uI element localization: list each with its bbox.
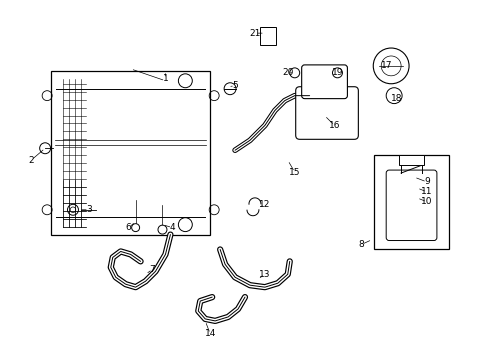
Text: 19: 19 — [331, 68, 343, 77]
FancyBboxPatch shape — [386, 170, 436, 240]
Text: 18: 18 — [390, 94, 402, 103]
Text: 3: 3 — [86, 205, 92, 214]
Text: 21: 21 — [249, 29, 260, 38]
Text: 2: 2 — [28, 156, 34, 165]
Text: 10: 10 — [420, 197, 432, 206]
Text: 4: 4 — [169, 223, 175, 232]
Bar — [373, 155, 448, 249]
Text: 8: 8 — [358, 240, 364, 249]
Text: 5: 5 — [232, 81, 238, 90]
Bar — [398, 155, 423, 165]
Circle shape — [332, 68, 342, 78]
Circle shape — [289, 68, 299, 78]
Text: 1: 1 — [162, 74, 168, 83]
Text: 7: 7 — [149, 265, 155, 274]
FancyBboxPatch shape — [301, 65, 346, 99]
Circle shape — [158, 225, 166, 234]
FancyBboxPatch shape — [295, 87, 358, 139]
Text: 16: 16 — [328, 121, 340, 130]
Text: 14: 14 — [204, 329, 215, 338]
Circle shape — [131, 224, 139, 231]
Text: 13: 13 — [259, 270, 270, 279]
Text: 6: 6 — [125, 223, 131, 232]
Text: 20: 20 — [282, 68, 293, 77]
Text: 17: 17 — [381, 62, 392, 71]
Text: 9: 9 — [423, 177, 429, 186]
Text: 12: 12 — [259, 200, 270, 209]
Bar — [51, 71, 210, 235]
Bar — [260, 27, 275, 45]
Text: 15: 15 — [288, 167, 300, 176]
Text: 11: 11 — [420, 188, 432, 197]
